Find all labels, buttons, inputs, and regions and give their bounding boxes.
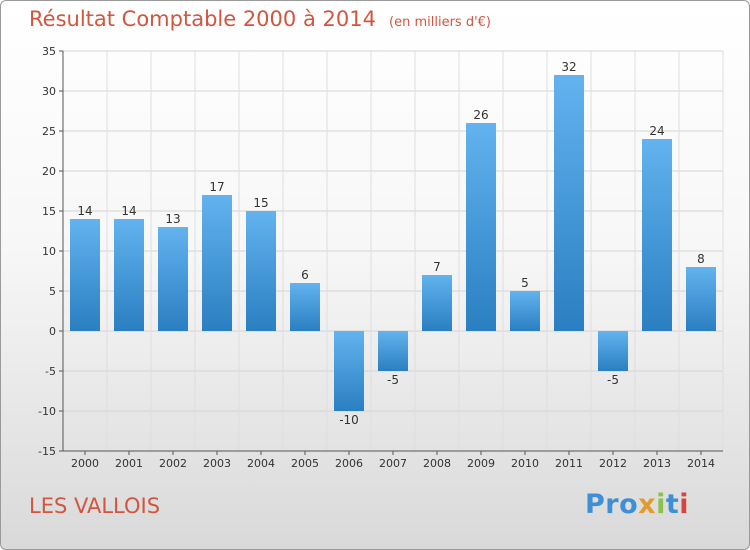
data-label-2009: 26	[473, 108, 488, 122]
data-label-2007: -5	[387, 373, 399, 387]
data-label-2011: 32	[561, 60, 576, 74]
y-tick-label: 0	[49, 325, 56, 338]
x-tick-label: 2004	[247, 457, 275, 470]
y-tick-label: 15	[42, 205, 56, 218]
logo-part: t	[665, 489, 680, 520]
location-label: LES VALLOIS	[29, 494, 161, 518]
bar-2009	[466, 123, 496, 331]
data-label-2012: -5	[607, 373, 619, 387]
x-tick-label: 2005	[291, 457, 319, 470]
x-tick-label: 2006	[335, 457, 363, 470]
y-tick-label: 25	[42, 125, 56, 138]
data-label-2001: 14	[121, 204, 136, 218]
bar-2006	[334, 331, 364, 411]
bar-2004	[246, 211, 276, 331]
chart-subtitle: (en milliers d'€)	[389, 15, 491, 30]
x-tick-label: 2011	[555, 457, 583, 470]
bar-2011	[554, 75, 584, 331]
x-tick-label: 2002	[159, 457, 187, 470]
x-tick-label: 2001	[115, 457, 143, 470]
data-label-2010: 5	[521, 276, 529, 290]
y-tick-label: 20	[42, 165, 56, 178]
data-label-2000: 14	[77, 204, 92, 218]
y-tick-label: 35	[42, 45, 56, 58]
axes: -15 -10 -5 0 5 10 15 20 25 30 35 2000 2001 2002 2003 20…	[38, 45, 723, 470]
y-tick-label: -5	[45, 365, 56, 378]
proxiti-logo: Proxiti	[585, 489, 689, 520]
data-label-2002: 13	[165, 212, 180, 226]
bar-2012	[598, 331, 628, 371]
data-label-2005: 6	[301, 268, 309, 282]
bar-2003	[202, 195, 232, 331]
x-tick-label: 2003	[203, 457, 231, 470]
data-label-2013: 24	[649, 124, 664, 138]
logo-part: i	[679, 489, 690, 520]
data-label-2003: 17	[209, 180, 224, 194]
data-label-2004: 15	[253, 196, 268, 210]
y-tick-label: 30	[42, 85, 56, 98]
y-tick-label: 5	[49, 285, 56, 298]
data-label-2014: 8	[697, 252, 705, 266]
data-label-2008: 7	[433, 260, 441, 274]
x-tick-label: 2008	[423, 457, 451, 470]
y-tick-label: -15	[38, 445, 56, 458]
bar-2008	[422, 275, 452, 331]
x-tick-label: 2000	[71, 457, 99, 470]
x-tick-label: 2013	[643, 457, 671, 470]
x-tick-label: 2010	[511, 457, 539, 470]
x-tick-label: 2014	[687, 457, 715, 470]
bars	[70, 75, 716, 411]
bar-2002	[158, 227, 188, 331]
chart-title: Résultat Comptable 2000 à 2014	[29, 7, 376, 31]
bar-2013	[642, 139, 672, 331]
data-label-2006: -10	[339, 413, 359, 427]
bar-2001	[114, 219, 144, 331]
bar-2010	[510, 291, 540, 331]
logo-part: x	[638, 489, 657, 520]
logo-part: i	[656, 489, 666, 520]
y-tick-label: 10	[42, 245, 56, 258]
x-tick-label: 2012	[599, 457, 627, 470]
bar-2000	[70, 219, 100, 331]
bar-2005	[290, 283, 320, 331]
x-tick-label: 2009	[467, 457, 495, 470]
data-labels: 14 14 13 17 15 6 -10 -5 7 26 5 32 -5 24 8	[77, 60, 704, 427]
bar-2007	[378, 331, 408, 371]
title-block: Résultat Comptable 2000 à 2014 (en milli…	[29, 7, 491, 31]
bar-2014	[686, 267, 716, 331]
logo-part: Pro	[585, 489, 639, 520]
x-tick-label: 2007	[379, 457, 407, 470]
y-tick-label: -10	[38, 405, 56, 418]
